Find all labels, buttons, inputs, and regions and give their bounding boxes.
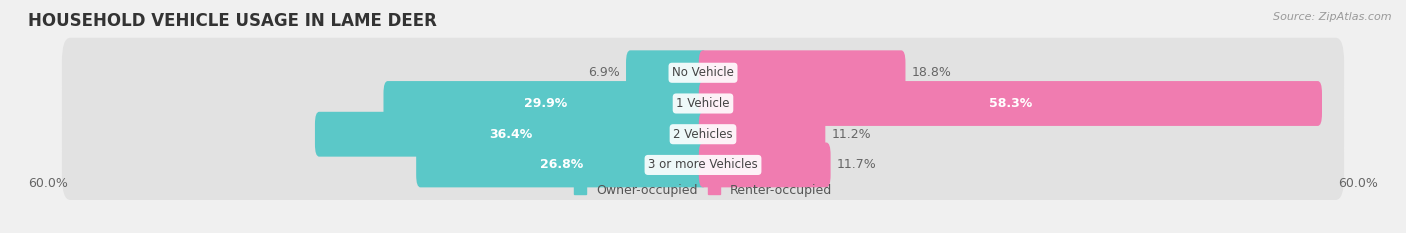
Text: 18.8%: 18.8% bbox=[911, 66, 952, 79]
FancyBboxPatch shape bbox=[384, 81, 707, 126]
Text: 1 Vehicle: 1 Vehicle bbox=[676, 97, 730, 110]
FancyBboxPatch shape bbox=[62, 99, 1344, 169]
Text: 60.0%: 60.0% bbox=[28, 177, 67, 190]
Text: 36.4%: 36.4% bbox=[489, 128, 533, 141]
FancyBboxPatch shape bbox=[626, 50, 707, 95]
FancyBboxPatch shape bbox=[62, 38, 1344, 108]
FancyBboxPatch shape bbox=[699, 143, 831, 187]
Text: 29.9%: 29.9% bbox=[523, 97, 567, 110]
FancyBboxPatch shape bbox=[62, 130, 1344, 200]
Text: Source: ZipAtlas.com: Source: ZipAtlas.com bbox=[1274, 12, 1392, 22]
Text: 11.2%: 11.2% bbox=[832, 128, 872, 141]
FancyBboxPatch shape bbox=[699, 50, 905, 95]
Text: No Vehicle: No Vehicle bbox=[672, 66, 734, 79]
Text: 6.9%: 6.9% bbox=[588, 66, 620, 79]
Text: 58.3%: 58.3% bbox=[988, 97, 1032, 110]
Text: 2 Vehicles: 2 Vehicles bbox=[673, 128, 733, 141]
Text: 3 or more Vehicles: 3 or more Vehicles bbox=[648, 158, 758, 171]
Text: HOUSEHOLD VEHICLE USAGE IN LAME DEER: HOUSEHOLD VEHICLE USAGE IN LAME DEER bbox=[28, 12, 437, 30]
Text: 26.8%: 26.8% bbox=[540, 158, 583, 171]
FancyBboxPatch shape bbox=[315, 112, 707, 157]
FancyBboxPatch shape bbox=[62, 69, 1344, 139]
FancyBboxPatch shape bbox=[699, 81, 1322, 126]
Text: 60.0%: 60.0% bbox=[1339, 177, 1378, 190]
FancyBboxPatch shape bbox=[416, 143, 707, 187]
FancyBboxPatch shape bbox=[699, 112, 825, 157]
Legend: Owner-occupied, Renter-occupied: Owner-occupied, Renter-occupied bbox=[568, 178, 838, 202]
Text: 11.7%: 11.7% bbox=[837, 158, 877, 171]
